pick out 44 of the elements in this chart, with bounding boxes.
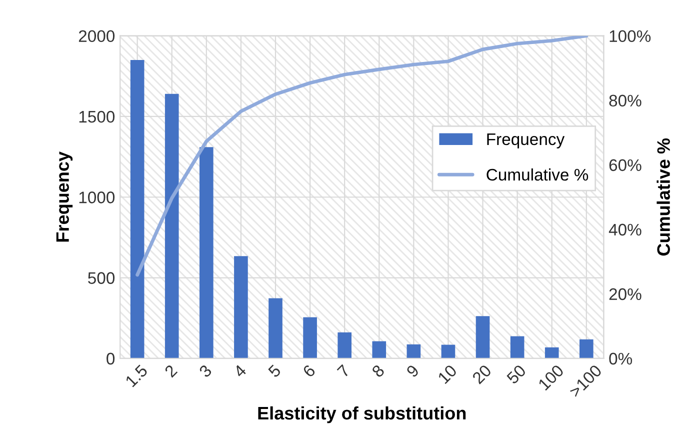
x-tick-label: 20 <box>472 364 492 384</box>
bar <box>544 347 559 358</box>
bar <box>372 341 386 358</box>
y2-tick-label: 0% <box>609 352 632 365</box>
y2-tick-label: 100% <box>610 30 651 42</box>
x-tick-label: 50 <box>506 364 527 385</box>
bar <box>441 344 456 358</box>
x-tick-label: 5 <box>268 364 282 378</box>
x-tick-label: 3 <box>198 364 212 378</box>
y-tick-label: 500 <box>88 272 115 284</box>
x-tick-label: 10 <box>437 364 458 384</box>
x-tick-label: 1.5 <box>124 364 148 388</box>
line-series <box>136 36 588 277</box>
bar <box>580 339 594 358</box>
y2-tick-label: 20% <box>609 288 642 300</box>
x-tick-label: 100 <box>538 364 564 391</box>
y2-tick-label: 60% <box>609 159 642 172</box>
y-tick-label: 1000 <box>79 192 115 204</box>
y-tick-label: 2000 <box>78 30 115 42</box>
x-tick-label: 6 <box>302 364 316 378</box>
x-tick-label: 7 <box>336 364 350 378</box>
x-tick-label: 4 <box>232 364 247 378</box>
x-tick-label: 8 <box>371 364 386 378</box>
x-tick-label: 9 <box>406 364 420 378</box>
y-tick-label: 0 <box>106 352 115 365</box>
bar <box>476 316 490 358</box>
bar <box>406 344 421 358</box>
y2-tick-label: 40% <box>608 224 642 236</box>
bar <box>234 256 248 358</box>
y2-axis-title: Cumulative % <box>656 138 670 256</box>
bar <box>268 298 282 358</box>
bar <box>164 94 179 358</box>
bar <box>130 60 144 358</box>
y2-tick-label: 80% <box>609 94 642 107</box>
bar <box>338 332 352 358</box>
y-axis-title: Frequency <box>56 152 73 242</box>
bar <box>303 317 317 358</box>
bar <box>510 336 524 358</box>
x-tick-label: 2 <box>164 364 178 378</box>
bar <box>200 147 214 358</box>
legend-label: Frequency <box>487 133 565 148</box>
y-tick-label: 1500 <box>79 110 115 123</box>
legend-label: Cumulative % <box>486 168 588 181</box>
x-axis-title: Elasticity of substitution <box>258 406 466 424</box>
